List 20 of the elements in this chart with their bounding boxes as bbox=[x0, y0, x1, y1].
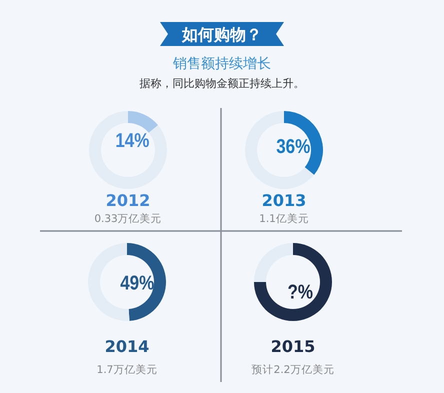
donut-slice bbox=[89, 111, 167, 189]
text: 2012 bbox=[106, 191, 150, 210]
data-label: 14% bbox=[115, 128, 150, 152]
donut-slice bbox=[254, 243, 293, 282]
donut-slice bbox=[254, 243, 332, 321]
text: 0.33万亿美元 bbox=[94, 212, 162, 225]
text: 如何购物？ bbox=[181, 25, 262, 44]
text: 据称，同比购物金额正持续上升。 bbox=[140, 77, 304, 90]
text: 2013 bbox=[262, 191, 306, 210]
data-label: ?% bbox=[287, 280, 313, 303]
text: 1.1亿美元 bbox=[259, 212, 309, 225]
data-label: 49% bbox=[120, 271, 154, 294]
donut-slice bbox=[128, 111, 158, 133]
text: 1.7万亿美元 bbox=[96, 363, 158, 376]
text: 销售额持续增长 bbox=[172, 56, 271, 72]
donut-slice bbox=[245, 111, 314, 189]
text: 2015 bbox=[270, 337, 316, 356]
text: 2014 bbox=[104, 337, 150, 356]
data-label: 36% bbox=[276, 134, 310, 158]
text: 预计2.2万亿美元 bbox=[252, 363, 334, 376]
